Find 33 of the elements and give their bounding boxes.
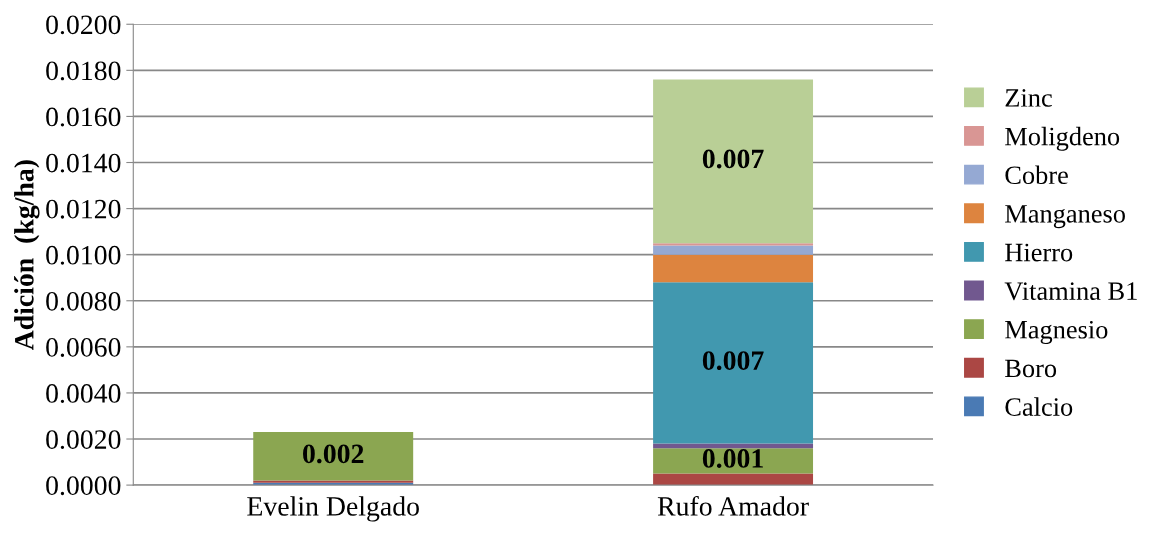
y-tick-label: 0.0000 bbox=[46, 476, 121, 496]
bar bbox=[253, 432, 414, 481]
y-tick-label: 0.0200 bbox=[46, 15, 121, 35]
y-axis-title: Adición (kg/ha) bbox=[14, 160, 40, 351]
y-tick-label: 0.0100 bbox=[46, 245, 121, 265]
bar bbox=[653, 245, 814, 255]
data-label: 0.002 bbox=[303, 444, 364, 464]
y-tick-label: 0.0020 bbox=[46, 430, 121, 450]
y-tick-label: 0.0060 bbox=[46, 338, 121, 357]
bar bbox=[653, 448, 814, 474]
legend-label: Hierro bbox=[1005, 243, 1073, 262]
legend-label: Zinc bbox=[1005, 89, 1052, 107]
data-label: 0.007 bbox=[702, 149, 764, 169]
bar bbox=[653, 79, 814, 244]
x-tick-label: Evelin Delgado bbox=[247, 496, 419, 522]
legend-label: Cobre bbox=[1005, 165, 1068, 185]
bar bbox=[653, 282, 814, 444]
x-tick-label: Rufo Amador bbox=[657, 495, 809, 516]
y-tick-label: 0.0160 bbox=[46, 107, 121, 127]
y-tick-label: 0.0040 bbox=[46, 384, 121, 403]
legend-label: Moligdeno bbox=[1005, 126, 1120, 151]
legend-label: Magnesio bbox=[1005, 320, 1108, 345]
y-tick-label: 0.0180 bbox=[46, 61, 121, 81]
y-tick-label: 0.0080 bbox=[46, 291, 121, 311]
data-label: 0.001 bbox=[702, 449, 763, 468]
bar bbox=[653, 254, 814, 283]
legend-label: Calcio bbox=[1005, 397, 1073, 416]
legend-label: Manganeso bbox=[1005, 205, 1125, 229]
legend-label: Vitamina B1 bbox=[1004, 282, 1137, 301]
y-tick-label: 0.0120 bbox=[46, 199, 121, 219]
legend-label: Boro bbox=[1005, 359, 1057, 378]
y-tick-label: 0.0140 bbox=[46, 153, 121, 173]
data-label: 0.007 bbox=[702, 351, 764, 371]
